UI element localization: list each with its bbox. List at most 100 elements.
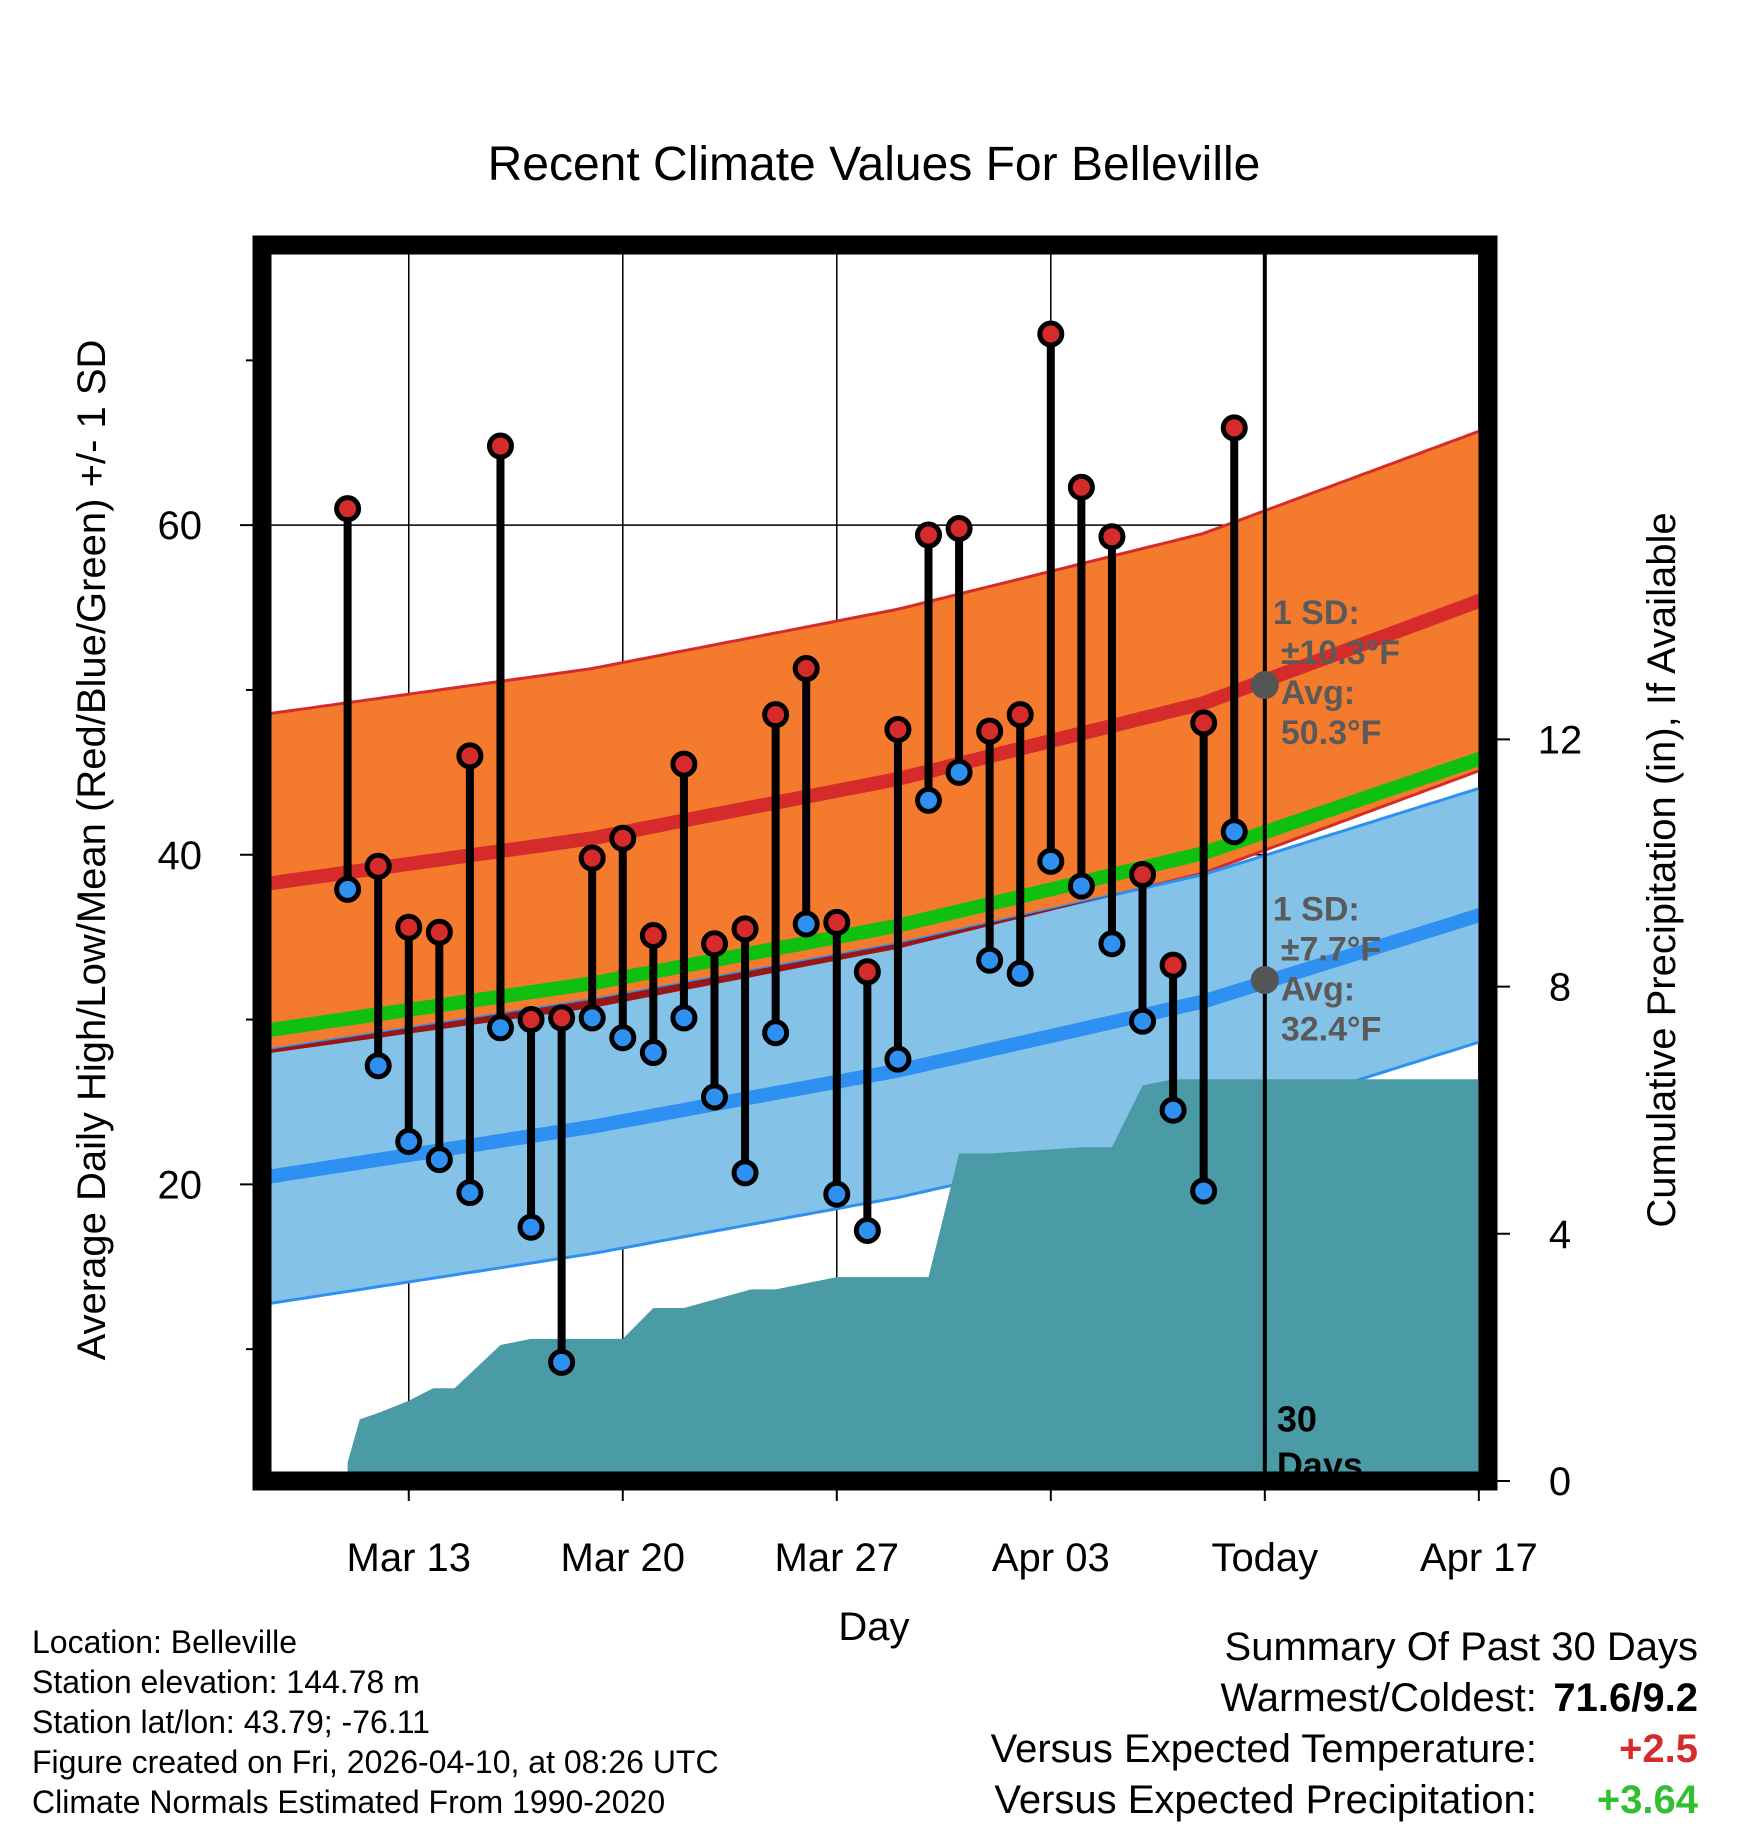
daily-high-point [1067, 473, 1095, 501]
x-axis-label: Day [838, 1605, 909, 1649]
summary-precipitation: Versus Expected Precipitation: +3.64 [991, 1775, 1698, 1826]
daily-low-point [884, 1045, 912, 1073]
daily-high-point [884, 716, 912, 744]
daily-high-point [578, 844, 606, 872]
daily-low-point [456, 1179, 484, 1207]
today-high-avg-marker [1250, 671, 1279, 700]
daily-low-point [364, 1052, 392, 1080]
x-tick-label: Mar 13 [347, 1536, 472, 1580]
daily-low-point [670, 1004, 698, 1032]
summary-title: Summary Of Past 30 Days [1224, 1625, 1698, 1669]
y-tick-label: 40 [158, 834, 203, 878]
high-annotation-line: Avg: [1281, 674, 1355, 712]
daily-low-point [609, 1024, 637, 1052]
daily-high-point [700, 930, 728, 958]
x-tick-label: Apr 17 [1420, 1536, 1538, 1580]
temp-value: +2.5 [1619, 1727, 1698, 1771]
daily-low-point [976, 946, 1004, 974]
x-tick-label: Mar 27 [775, 1536, 900, 1580]
daily-high-point [762, 701, 790, 729]
daily-low-point [1220, 818, 1248, 846]
station-location: Location: Belleville [32, 1624, 298, 1660]
warmest-label: Warmest/Coldest: [1220, 1676, 1537, 1720]
daily-high-point [1129, 861, 1157, 889]
daily-high-point [639, 922, 667, 950]
daily-low-point [486, 1014, 514, 1042]
daily-low-point [945, 758, 973, 786]
today-low-avg-marker [1250, 966, 1279, 995]
summary-temperature: Versus Expected Temperature: +2.5 [991, 1724, 1698, 1775]
daily-high-point [1190, 709, 1218, 737]
daily-low-point [853, 1217, 881, 1245]
daily-low-point [548, 1348, 576, 1376]
daily-high-point [1037, 320, 1065, 348]
low-annotation-line: Avg: [1281, 971, 1355, 1009]
x-tick-label: Apr 03 [992, 1536, 1110, 1580]
y2-tick-label: 12 [1538, 718, 1583, 762]
precip-value: +3.64 [1596, 1778, 1698, 1822]
daily-low-point [395, 1128, 423, 1156]
daily-high-point [670, 750, 698, 778]
daily-low-point [334, 875, 362, 903]
high-annotation-line: ±10.3°F [1281, 634, 1400, 672]
precip-label: Versus Expected Precipitation: [994, 1778, 1537, 1822]
warmest-value: 71.6/9.2 [1553, 1676, 1698, 1720]
daily-low-point [915, 786, 943, 814]
daily-high-point [395, 913, 423, 941]
low-annotation-line: 1 SD: [1273, 891, 1360, 929]
daily-high-point [853, 958, 881, 986]
daily-low-point [731, 1159, 759, 1187]
daily-low-point [517, 1213, 545, 1241]
daily-low-point [1098, 930, 1126, 958]
station-info: Location: Belleville Station elevation: … [32, 1622, 719, 1822]
daily-low-point [762, 1019, 790, 1047]
climate-normals: Climate Normals Estimated From 1990-2020 [32, 1784, 666, 1820]
axes: 20 40 60 0 4 8 12 Mar 13 Mar 20 Mar 27 Apr 03 Today… [158, 359, 1583, 1580]
low-annotation-line: ±7.7°F [1281, 931, 1381, 969]
y2-tick-label: 8 [1549, 966, 1571, 1010]
high-annotation-line: 50.3°F [1281, 714, 1382, 752]
y2-tick-label: 4 [1549, 1213, 1571, 1257]
x-tick-label: Mar 20 [561, 1536, 686, 1580]
period-label: 30 [1277, 1399, 1317, 1440]
daily-high-point [823, 908, 851, 936]
station-elevation: Station elevation: 144.78 m [32, 1664, 420, 1700]
daily-low-point [1159, 1096, 1187, 1124]
y2-axis-label: Cumulative Precipitation (in), If Availa… [1640, 512, 1684, 1227]
daily-low-point [792, 910, 820, 938]
daily-low-point [1129, 1007, 1157, 1035]
station-latlon: Station lat/lon: 43.79; -76.11 [32, 1704, 430, 1740]
daily-low-point [639, 1039, 667, 1067]
daily-high-point [792, 655, 820, 683]
daily-low-point [1190, 1177, 1218, 1205]
chart-title: Recent Climate Values For Belleville [488, 138, 1261, 191]
daily-low-point [700, 1083, 728, 1111]
temp-label: Versus Expected Temperature: [990, 1727, 1537, 1771]
y-tick-label: 20 [158, 1163, 203, 1207]
daily-high-point [486, 432, 514, 460]
y-tick-label: 60 [158, 504, 203, 548]
y2-tick-label: 0 [1549, 1460, 1571, 1504]
daily-high-point [364, 852, 392, 880]
y-axis-label: Average Daily High/Low/Mean (Red/Blue/Gr… [70, 340, 114, 1361]
plot-frame [252, 235, 1498, 1491]
daily-high-point [334, 495, 362, 523]
x-tick-label: Today [1211, 1536, 1318, 1580]
daily-high-point [425, 918, 453, 946]
daily-high-point [1159, 951, 1187, 979]
daily-low-point [1006, 959, 1034, 987]
daily-low-point [823, 1180, 851, 1208]
daily-low-point [1037, 847, 1065, 875]
daily-high-point [1006, 701, 1034, 729]
normal-mean-line [262, 750, 1488, 1039]
daily-low-point [1067, 872, 1095, 900]
daily-high-point [517, 1006, 545, 1034]
daily-high-point [1098, 523, 1126, 551]
daily-low-point [425, 1146, 453, 1174]
daily-low-point [578, 1004, 606, 1032]
daily-high-point [915, 521, 943, 549]
summary-panel: Summary Of Past 30 Days Warmest/Coldest:… [991, 1622, 1698, 1826]
daily-high-point [1220, 414, 1248, 442]
